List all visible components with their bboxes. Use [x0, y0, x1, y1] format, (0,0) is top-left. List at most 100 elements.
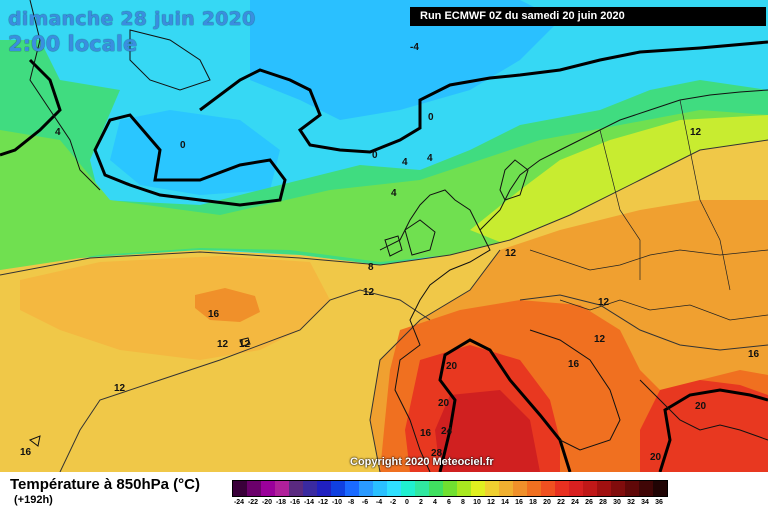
contour-label: 4	[402, 157, 408, 168]
legend-tick-label: 16	[515, 499, 523, 506]
isotherm-0-greenland	[0, 58, 62, 157]
legend-tick-label: -22	[247, 499, 259, 506]
warm-core-atlantic	[195, 288, 260, 322]
contour-label: 12	[594, 334, 606, 345]
contour-label: 12	[239, 339, 251, 350]
legend-tick-label: -8	[347, 499, 355, 506]
contour-label: 28	[431, 448, 443, 459]
isotherm-thin-3	[59, 289, 431, 472]
coastline-west-europe	[379, 189, 491, 472]
color-legend	[232, 480, 668, 497]
contour-label: 8	[368, 262, 374, 273]
border-2	[559, 299, 768, 321]
legend-tick-label: -24	[233, 499, 245, 506]
legend-swatch	[317, 481, 331, 496]
legend-swatch	[639, 481, 653, 496]
legend-tick-label: 2	[419, 499, 423, 506]
legend-swatch	[303, 481, 317, 496]
contour-label: 16	[568, 359, 580, 370]
legend-swatch	[597, 481, 611, 496]
forecast-time: 2:00 locale	[8, 32, 138, 56]
contour-label: 12	[114, 383, 126, 394]
legend-swatch	[429, 481, 443, 496]
contour-label: 20	[438, 398, 450, 409]
isotherm-thin-4	[369, 249, 501, 472]
coastline-denmark	[499, 159, 529, 201]
contour-label: 12	[363, 287, 375, 298]
border-1	[529, 249, 768, 271]
coastline-canaries	[28, 435, 41, 447]
legend-swatch	[387, 481, 401, 496]
variable-title: Température à 850hPa (°C)	[10, 476, 200, 493]
hot-zone-east	[640, 380, 768, 472]
isotherm-24-east	[658, 388, 768, 472]
legend-tick-label: 34	[641, 499, 649, 506]
legend-swatch	[611, 481, 625, 496]
border-4	[679, 99, 731, 291]
isotherm-thin-5	[519, 294, 768, 351]
legend-tick-label: 12	[487, 499, 495, 506]
legend-swatch	[401, 481, 415, 496]
isotherm-0-west	[93, 113, 287, 207]
legend-tick-label: -16	[289, 499, 301, 506]
coastline-iceland	[129, 29, 211, 91]
coastline-greece	[639, 379, 768, 441]
coastline-uk	[404, 219, 436, 256]
coastline-italy	[529, 329, 621, 451]
legend-swatch	[359, 481, 373, 496]
contour-label: 12	[690, 127, 702, 138]
run-info: Run ECMWF 0Z du samedi 20 juin 2020	[410, 7, 766, 26]
coastline-greenland	[29, 0, 101, 191]
forecast-hours: (+192h)	[14, 494, 53, 506]
contour-label: 12	[505, 248, 517, 259]
forecast-date: dimanche 28 juin 2020	[8, 8, 256, 30]
extreme-hot-core	[435, 390, 540, 472]
legend-tick-label: 36	[655, 499, 663, 506]
legend-tick-label: 14	[501, 499, 509, 506]
contour-label: 4	[55, 127, 61, 138]
contour-label: 0	[372, 150, 378, 161]
legend-swatch	[485, 481, 499, 496]
legend-swatch	[625, 481, 639, 496]
legend-tick-label: -20	[261, 499, 273, 506]
contour-label: 20	[695, 401, 707, 412]
contour-label: 16	[208, 309, 220, 320]
legend-swatch	[247, 481, 261, 496]
legend-swatch	[289, 481, 303, 496]
copyright: Copyright 2020 Meteociel.fr	[350, 456, 494, 468]
legend-tick-label: -6	[361, 499, 369, 506]
legend-swatch	[261, 481, 275, 496]
contour-label: 12	[598, 297, 610, 308]
legend-swatch	[471, 481, 485, 496]
isotherm-thin-1	[0, 251, 381, 276]
contour-label: 4	[427, 153, 433, 164]
legend-tick-label: 18	[529, 499, 537, 506]
legend-swatch	[569, 481, 583, 496]
contour-label: 20	[650, 452, 662, 463]
legend-tick-label: -14	[303, 499, 315, 506]
contour-label: 0	[180, 140, 186, 151]
mild-band-inner	[0, 110, 768, 270]
legend-tick-label: 26	[585, 499, 593, 506]
warm-band-yellow	[470, 115, 768, 250]
coastline-ireland	[384, 235, 403, 257]
legend-swatch	[541, 481, 555, 496]
legend-swatch	[415, 481, 429, 496]
legend-swatch	[583, 481, 597, 496]
legend-tick-label: 8	[461, 499, 465, 506]
border-3	[599, 129, 641, 280]
legend-tick-label: 30	[613, 499, 621, 506]
legend-tick-label: 0	[405, 499, 409, 506]
contour-label: 0	[428, 112, 434, 123]
legend-tick-label: 28	[599, 499, 607, 506]
contour-label: 16	[420, 428, 432, 439]
legend-tick-label: -12	[317, 499, 329, 506]
cold-patch-west	[110, 110, 280, 195]
legend-swatch	[233, 481, 247, 496]
legend-swatch	[345, 481, 359, 496]
coastline-scandinavia	[479, 89, 768, 231]
legend-swatch	[331, 481, 345, 496]
weather-map: -4 0 0 0 4 4 4 4 12 12 8 12 16 12 12 12 12 16 16 20 12 20 20 16…	[0, 0, 768, 472]
legend-tick-label: -2	[389, 499, 397, 506]
legend-tick-label: 20	[543, 499, 551, 506]
